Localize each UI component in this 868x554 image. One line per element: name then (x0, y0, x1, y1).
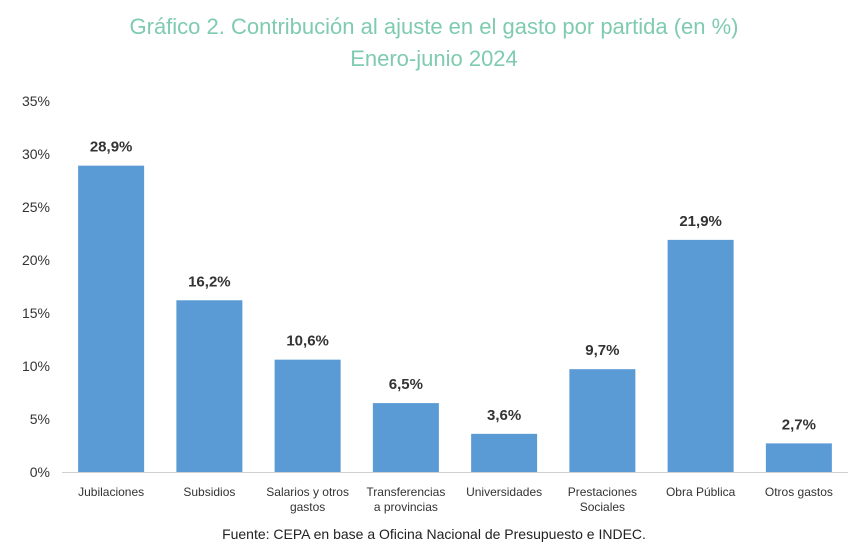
data-label: 21,9% (679, 213, 722, 230)
bar (274, 359, 341, 472)
bar (765, 443, 832, 472)
y-tick-label: 30% (22, 146, 50, 162)
data-label: 16,2% (188, 273, 231, 290)
data-label: 10,6% (286, 333, 329, 350)
y-tick-label: 0% (30, 464, 50, 480)
data-label: 3,6% (487, 407, 521, 424)
category-label: Salarios y otros (266, 485, 349, 499)
bar (78, 165, 145, 472)
category-label: Sociales (580, 500, 625, 514)
category-label: Universidades (466, 485, 542, 499)
y-tick-label: 10% (22, 358, 50, 374)
y-tick-label: 35% (22, 93, 50, 109)
data-label: 28,9% (90, 139, 133, 156)
chart-subtitle: Enero-junio 2024 (350, 46, 518, 71)
bar (372, 403, 439, 472)
bar (471, 433, 538, 472)
bar (569, 369, 636, 472)
bar (667, 239, 734, 472)
category-label: a provincias (374, 500, 438, 514)
category-label: Subsidios (183, 485, 235, 499)
y-tick-label: 15% (22, 305, 50, 321)
category-label: Obra Pública (666, 485, 736, 499)
category-label: Transferencias (366, 485, 445, 499)
category-label: Jubilaciones (78, 485, 144, 499)
y-tick-label: 20% (22, 252, 50, 268)
data-label: 9,7% (585, 342, 619, 359)
data-label: 2,7% (782, 416, 816, 433)
bar (176, 300, 243, 472)
y-tick-label: 25% (22, 199, 50, 215)
category-label: Otros gastos (765, 485, 833, 499)
chart-title: Gráfico 2. Contribución al ajuste en el … (129, 14, 739, 39)
source-note: Fuente: CEPA en base a Oficina Nacional … (222, 526, 646, 542)
category-label: gastos (290, 500, 325, 514)
category-label: Prestaciones (568, 485, 637, 499)
bar-chart: 0% 5% 10% 15% 20% 25% 30% 35% 28,9% Jubilaciones 1… (22, 93, 848, 514)
data-label: 6,5% (389, 376, 423, 393)
y-tick-label: 5% (30, 411, 50, 427)
